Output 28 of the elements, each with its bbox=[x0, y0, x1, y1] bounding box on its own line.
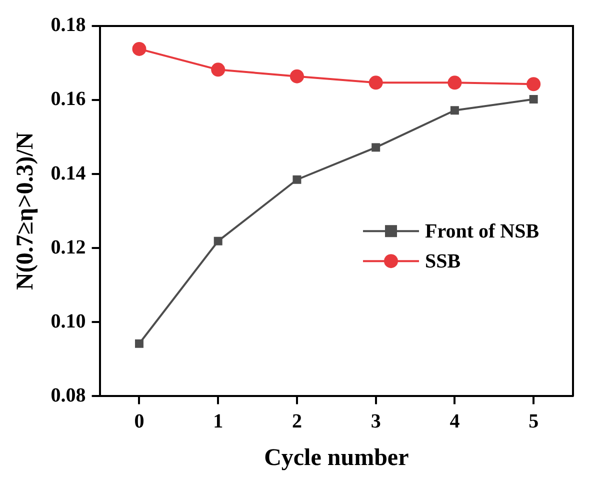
point bbox=[526, 77, 541, 92]
x-tick-label: 4 bbox=[450, 410, 460, 432]
y-tick-label: 0.18 bbox=[50, 14, 86, 36]
point bbox=[529, 95, 538, 104]
y-axis-title: N(0.7≥η>0.3)/N bbox=[12, 132, 39, 290]
x-tick-label: 2 bbox=[292, 410, 302, 432]
y-tick-label: 0.08 bbox=[50, 384, 86, 406]
point bbox=[132, 42, 146, 56]
point bbox=[450, 106, 459, 115]
point bbox=[134, 339, 144, 348]
point bbox=[292, 175, 302, 184]
point bbox=[290, 69, 304, 84]
legend-label: Front of NSB bbox=[425, 220, 540, 242]
x-tick-label: 1 bbox=[213, 410, 224, 432]
point bbox=[372, 143, 380, 152]
x-tick-label: 0 bbox=[134, 410, 144, 432]
point bbox=[368, 76, 383, 90]
y-tick-label: 0.12 bbox=[50, 236, 86, 258]
y-tick-label: 0.14 bbox=[50, 162, 86, 184]
x-tick-label: 3 bbox=[370, 410, 381, 432]
x-axis-title: Cycle number bbox=[264, 444, 410, 471]
x-tick-label: 5 bbox=[528, 410, 539, 432]
point bbox=[214, 236, 222, 246]
point bbox=[211, 62, 226, 77]
y-tick-label: 0.16 bbox=[50, 88, 86, 110]
legend-label: SSB bbox=[425, 250, 461, 272]
y-tick-label: 0.10 bbox=[50, 310, 86, 332]
point bbox=[448, 76, 462, 90]
